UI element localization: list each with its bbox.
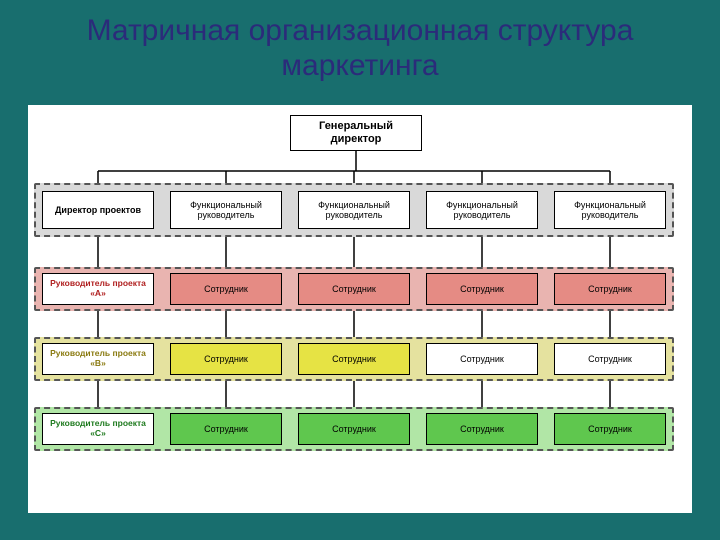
project-label-1: Руководитель проекта «В» xyxy=(42,343,154,375)
project-cell-0-2: Сотрудник xyxy=(426,273,538,305)
project-cell-2-2: Сотрудник xyxy=(426,413,538,445)
project-cell-2-0: Сотрудник xyxy=(170,413,282,445)
org-chart-diagram: Генеральный директор Директор проектов Ф… xyxy=(28,105,692,513)
project-label-2: Руководитель проекта «С» xyxy=(42,413,154,445)
project-label-0: Руководитель проекта «А» xyxy=(42,273,154,305)
project-cell-1-0: Сотрудник xyxy=(170,343,282,375)
second-row-node-4: Функциональный руководитель xyxy=(554,191,666,229)
project-cell-0-3: Сотрудник xyxy=(554,273,666,305)
top-node: Генеральный директор xyxy=(290,115,422,151)
project-cell-1-3: Сотрудник xyxy=(554,343,666,375)
project-cell-1-2: Сотрудник xyxy=(426,343,538,375)
second-row-node-1: Функциональный руководитель xyxy=(170,191,282,229)
project-cell-0-1: Сотрудник xyxy=(298,273,410,305)
project-cell-0-0: Сотрудник xyxy=(170,273,282,305)
project-cell-2-1: Сотрудник xyxy=(298,413,410,445)
slide-title: Матричная организационная структура марк… xyxy=(0,0,720,93)
project-cell-1-1: Сотрудник xyxy=(298,343,410,375)
second-row-node-0: Директор проектов xyxy=(42,191,154,229)
project-cell-2-3: Сотрудник xyxy=(554,413,666,445)
second-row-node-2: Функциональный руководитель xyxy=(298,191,410,229)
second-row-node-3: Функциональный руководитель xyxy=(426,191,538,229)
slide: Матричная организационная структура марк… xyxy=(0,0,720,540)
